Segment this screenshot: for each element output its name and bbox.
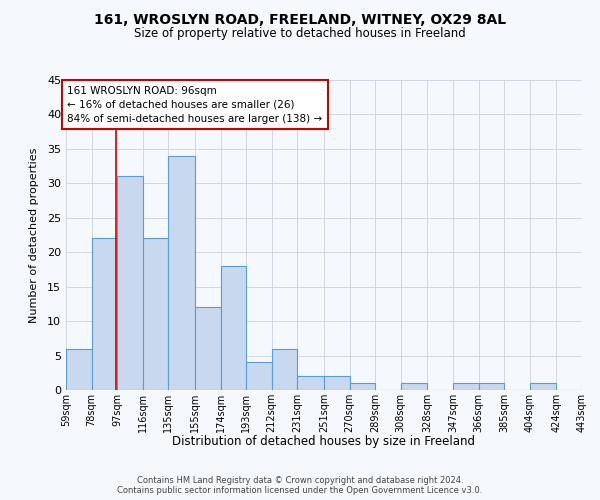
- Text: Size of property relative to detached houses in Freeland: Size of property relative to detached ho…: [134, 28, 466, 40]
- Text: Contains HM Land Registry data © Crown copyright and database right 2024.: Contains HM Land Registry data © Crown c…: [137, 476, 463, 485]
- Bar: [66, 348, 92, 390]
- Bar: [246, 362, 272, 390]
- Bar: [297, 376, 324, 390]
- Bar: [582, 383, 600, 390]
- Bar: [221, 266, 246, 390]
- Bar: [401, 383, 427, 390]
- Bar: [195, 308, 221, 390]
- Text: Distribution of detached houses by size in Freeland: Distribution of detached houses by size …: [173, 435, 476, 448]
- Bar: [350, 383, 375, 390]
- Bar: [530, 383, 556, 390]
- Bar: [143, 238, 168, 390]
- Bar: [479, 383, 504, 390]
- Bar: [117, 176, 143, 390]
- Bar: [92, 238, 117, 390]
- Bar: [168, 156, 195, 390]
- Bar: [453, 383, 479, 390]
- Text: 161, WROSLYN ROAD, FREELAND, WITNEY, OX29 8AL: 161, WROSLYN ROAD, FREELAND, WITNEY, OX2…: [94, 12, 506, 26]
- Text: Contains public sector information licensed under the Open Government Licence v3: Contains public sector information licen…: [118, 486, 482, 495]
- Bar: [324, 376, 350, 390]
- Text: 161 WROSLYN ROAD: 96sqm
← 16% of detached houses are smaller (26)
84% of semi-de: 161 WROSLYN ROAD: 96sqm ← 16% of detache…: [67, 86, 322, 124]
- Y-axis label: Number of detached properties: Number of detached properties: [29, 148, 38, 322]
- Bar: [272, 348, 297, 390]
